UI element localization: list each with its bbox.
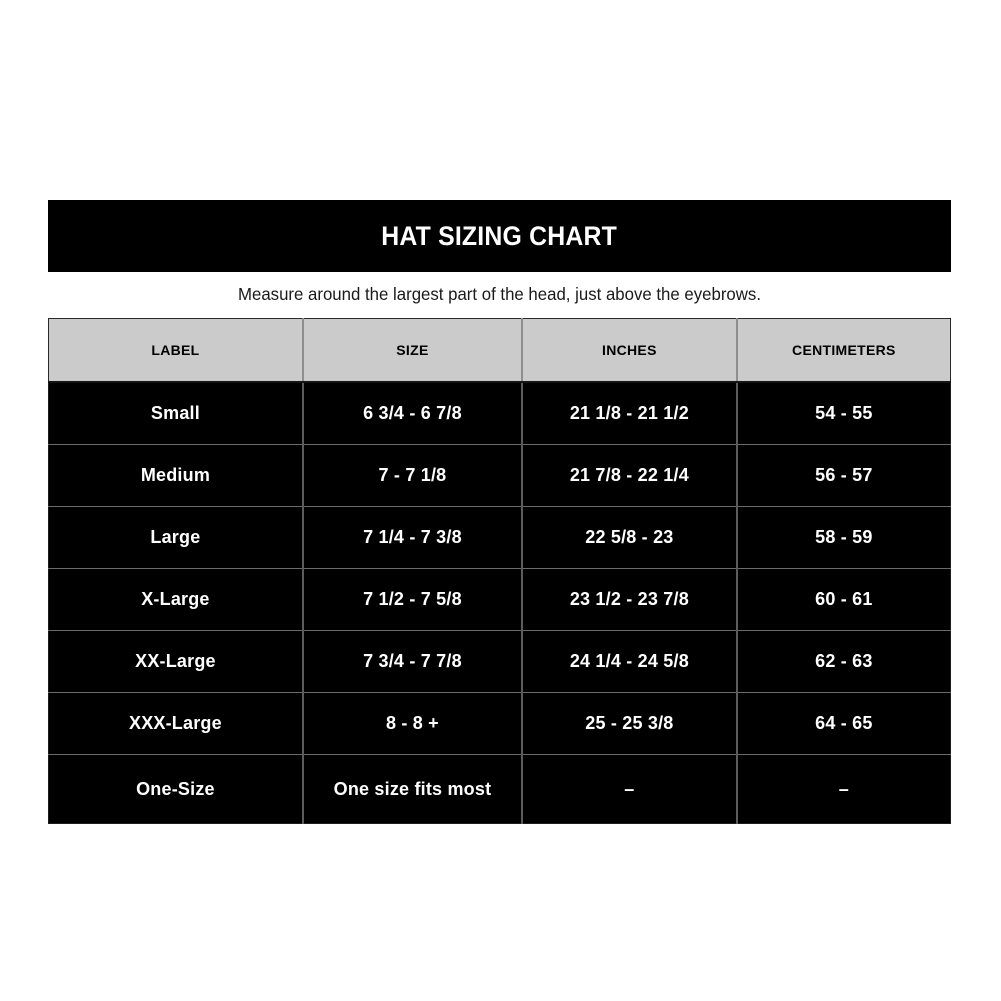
cell-centimeters: 54 - 55 (735, 382, 951, 445)
cell-inches: 23 1/2 - 23 7/8 (521, 568, 737, 631)
header-row: LABEL SIZE INCHES CENTIMETERS (47, 318, 951, 383)
cell-size: 6 3/4 - 6 7/8 (301, 382, 523, 445)
table-row-medium: Medium 7 - 7 1/8 21 7/8 - 22 1/4 56 - 57 (48, 444, 951, 507)
size-table: LABEL SIZE INCHES CENTIMETERS Small 6 3/… (47, 318, 951, 824)
cell-size: 7 - 7 1/8 (301, 444, 523, 507)
cell-label: Medium (48, 444, 303, 507)
cell-inches: 21 7/8 - 22 1/4 (521, 444, 737, 507)
table-row-xxx-large: XXX-Large 8 - 8 + 25 - 25 3/8 64 - 65 (48, 692, 951, 755)
page-title: HAT SIZING CHART (381, 220, 618, 251)
cell-size: 7 3/4 - 7 7/8 (301, 630, 523, 693)
cell-label: XX-Large (48, 630, 303, 693)
cell-label: XXX-Large (48, 692, 303, 755)
cell-inches: 24 1/4 - 24 5/8 (521, 630, 737, 693)
cell-inches: – (521, 754, 737, 824)
cell-centimeters: – (735, 754, 951, 824)
column-header-size: SIZE (301, 318, 523, 383)
column-header-label: LABEL (47, 318, 303, 383)
cell-centimeters: 56 - 57 (735, 444, 951, 507)
cell-size: One size fits most (301, 754, 523, 824)
cell-centimeters: 64 - 65 (735, 692, 951, 755)
cell-label: Large (48, 506, 303, 569)
table-body: Small 6 3/4 - 6 7/8 21 1/8 - 21 1/2 54 -… (48, 382, 951, 824)
table-row-x-large: X-Large 7 1/2 - 7 5/8 23 1/2 - 23 7/8 60… (48, 568, 951, 631)
table-row-one-size: One-Size One size fits most – – (48, 754, 951, 824)
column-header-centimeters: CENTIMETERS (735, 318, 951, 383)
title-bar: HAT SIZING CHART (48, 200, 951, 272)
table-row-large: Large 7 1/4 - 7 3/8 22 5/8 - 23 58 - 59 (48, 506, 951, 569)
cell-centimeters: 58 - 59 (735, 506, 951, 569)
cell-inches: 22 5/8 - 23 (521, 506, 737, 569)
cell-label: Small (48, 382, 303, 445)
cell-size: 7 1/2 - 7 5/8 (301, 568, 523, 631)
measurement-instruction: Measure around the largest part of the h… (237, 284, 761, 304)
cell-inches: 21 1/8 - 21 1/2 (521, 382, 737, 445)
column-header-inches: INCHES (521, 318, 737, 383)
cell-centimeters: 60 - 61 (735, 568, 951, 631)
cell-inches: 25 - 25 3/8 (521, 692, 737, 755)
cell-size: 8 - 8 + (301, 692, 523, 755)
table-header: LABEL SIZE INCHES CENTIMETERS (47, 318, 951, 383)
table-row-xx-large: XX-Large 7 3/4 - 7 7/8 24 1/4 - 24 5/8 6… (48, 630, 951, 693)
cell-label: One-Size (48, 754, 303, 824)
cell-label: X-Large (48, 568, 303, 631)
table-row-small: Small 6 3/4 - 6 7/8 21 1/8 - 21 1/2 54 -… (48, 382, 951, 445)
cell-centimeters: 62 - 63 (735, 630, 951, 693)
cell-size: 7 1/4 - 7 3/8 (301, 506, 523, 569)
